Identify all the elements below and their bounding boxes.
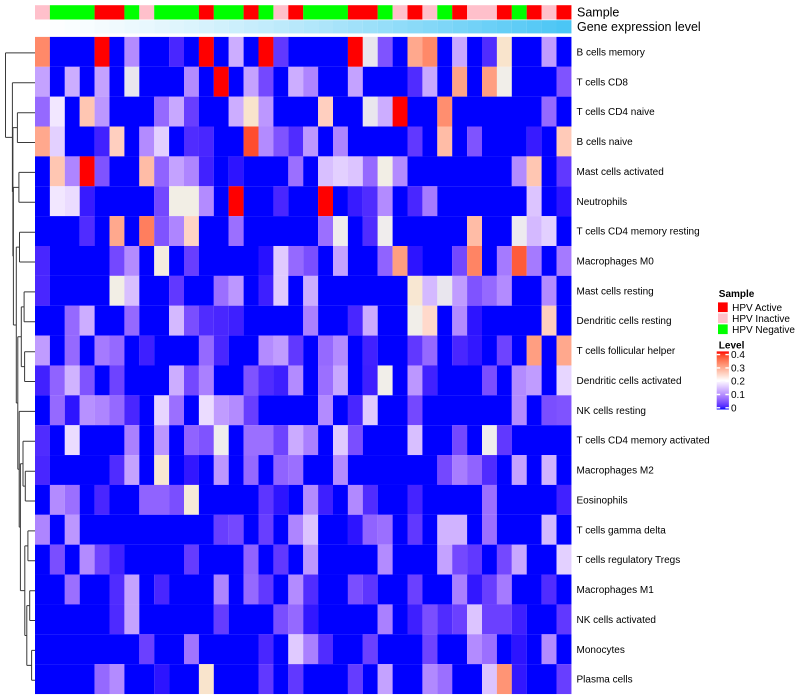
svg-text:T cells gamma delta: T cells gamma delta — [577, 525, 667, 536]
svg-text:NK cells activated: NK cells activated — [577, 615, 656, 626]
svg-text:Macrophages M2: Macrophages M2 — [577, 466, 655, 477]
svg-text:HPV Active: HPV Active — [732, 303, 782, 314]
svg-text:0.1: 0.1 — [731, 390, 745, 401]
svg-text:T cells CD8: T cells CD8 — [577, 77, 629, 88]
svg-text:HPV Inactive: HPV Inactive — [732, 314, 790, 325]
svg-text:0.4: 0.4 — [731, 350, 745, 361]
svg-text:Gene expression level: Gene expression level — [577, 20, 701, 34]
svg-text:Sample: Sample — [719, 289, 755, 300]
svg-text:T cells follicular helper: T cells follicular helper — [577, 346, 676, 357]
svg-text:B cells naive: B cells naive — [577, 137, 634, 148]
svg-text:Sample: Sample — [577, 5, 619, 19]
svg-text:T cells CD4 naive: T cells CD4 naive — [577, 107, 656, 118]
svg-text:Level: Level — [719, 341, 745, 352]
svg-text:0: 0 — [731, 403, 737, 414]
svg-text:Dendritic cells resting: Dendritic cells resting — [577, 316, 672, 327]
svg-text:Macrophages M1: Macrophages M1 — [577, 585, 655, 596]
svg-text:Dendritic cells activated: Dendritic cells activated — [577, 376, 682, 387]
svg-text:T cells CD4 memory resting: T cells CD4 memory resting — [577, 227, 700, 238]
svg-text:0.2: 0.2 — [731, 377, 745, 388]
svg-text:NK cells resting: NK cells resting — [577, 406, 646, 417]
svg-text:Mast cells activated: Mast cells activated — [577, 167, 664, 178]
svg-text:Neutrophils: Neutrophils — [577, 197, 628, 208]
svg-text:Eosinophils: Eosinophils — [577, 496, 628, 507]
svg-text:T cells regulatory Tregs: T cells regulatory Tregs — [577, 555, 681, 566]
svg-text:Monocytes: Monocytes — [577, 645, 625, 656]
svg-text:HPV Negative: HPV Negative — [732, 325, 795, 336]
svg-text:Mast cells resting: Mast cells resting — [577, 286, 654, 297]
svg-text:0.3: 0.3 — [731, 363, 745, 374]
svg-text:B cells memory: B cells memory — [577, 47, 645, 58]
svg-text:Plasma cells: Plasma cells — [577, 675, 633, 686]
svg-text:T cells CD4 memory activated: T cells CD4 memory activated — [577, 436, 710, 447]
svg-text:Macrophages M0: Macrophages M0 — [577, 257, 655, 268]
